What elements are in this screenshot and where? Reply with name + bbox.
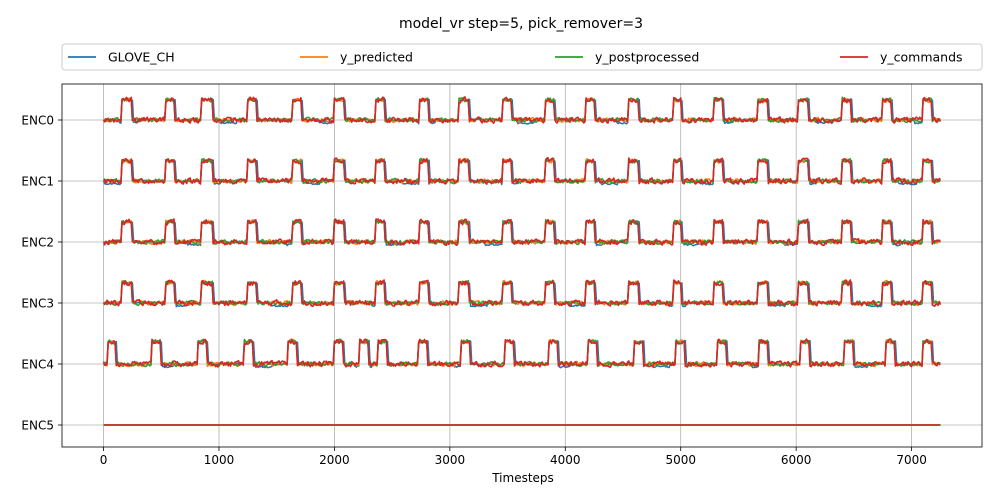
x-tick-label: 7000 [896,453,927,467]
series-line-y-commands-enc2 [102,218,941,247]
series-line-y-commands-enc0 [102,96,942,124]
legend-label-y-commands: y_commands [880,50,963,65]
legend-label-y-predicted: y_predicted [340,50,413,65]
x-axis-label: Timesteps [491,471,554,485]
y-tick-label-enc5: ENC5 [21,419,54,433]
x-tick-label: 1000 [204,453,235,467]
series-line-y-commands-enc1 [103,157,942,185]
x-tick-label: 4000 [550,453,581,467]
y-tick-label-enc3: ENC3 [21,297,54,311]
y-tick-label-enc0: ENC0 [21,114,54,128]
plot-area: 0 1000 2000 3000 4000 5000 6000 7000 ENC0 ENC1 ENC… [21,83,983,467]
x-tick-label: 3000 [435,453,466,467]
y-tick-label-enc1: ENC1 [21,175,54,189]
legend-label-y-postprocessed: y_postprocessed [595,50,699,65]
x-tick-label: 5000 [665,453,696,467]
x-tick-label: 0 [100,453,108,467]
x-tick-label: 2000 [319,453,350,467]
legend-label-glove-ch: GLOVE_CH [108,50,175,65]
legend: GLOVE_CH y_predicted y_postprocessed y_comm… [61,43,983,71]
x-tick-label: 6000 [781,453,812,467]
y-tick-label-enc2: ENC2 [21,236,54,250]
y-tick-label-enc4: ENC4 [21,358,54,372]
chart-title: model_vr step=5, pick_remover=3 [399,16,643,32]
legend-box [61,43,983,71]
series-line-y-commands-enc4 [102,338,941,369]
axes-frame [61,83,983,448]
series-line-y-commands-enc3 [102,279,942,308]
